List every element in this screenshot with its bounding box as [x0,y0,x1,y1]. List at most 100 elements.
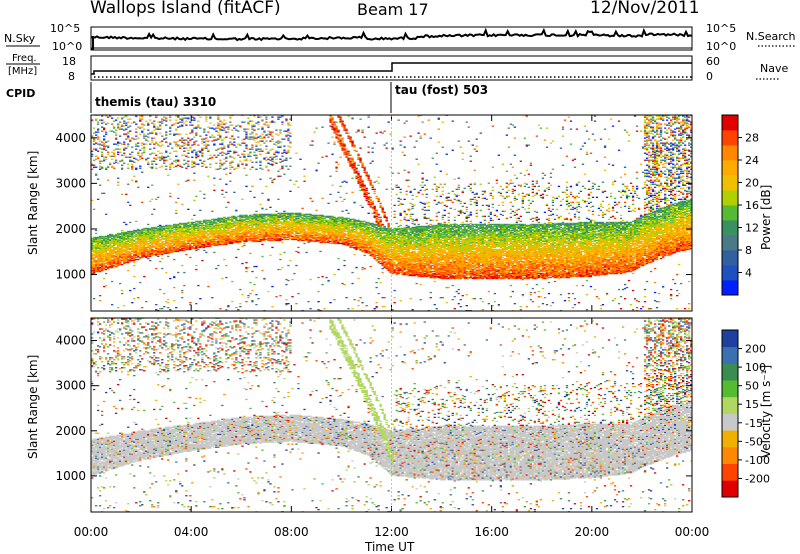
power-cell [249,224,252,227]
power-cell [123,245,126,248]
power-cell [247,123,250,125]
power-cell [307,229,310,232]
power-cell [195,243,198,246]
power-cell [145,231,148,234]
power-cell [199,209,202,211]
power-cell [333,131,336,133]
power-cell [215,219,218,221]
power-cell [295,230,298,233]
power-cell [281,165,284,167]
power-cell [305,213,308,215]
power-cell [129,230,132,233]
power-cell [207,241,210,244]
power-cell [335,217,338,219]
power-cell [349,222,352,225]
power-cell [181,125,184,127]
power-cell [243,237,246,240]
power-cell [203,233,206,236]
power-cell [249,237,252,240]
power-cell [217,244,220,247]
power-cell [115,251,118,254]
power-cell [343,223,346,226]
power-cell [277,198,280,200]
power-cell [167,226,170,229]
power-cell [301,235,304,238]
power-cell [327,235,330,238]
power-cell [225,160,228,162]
power-cell [93,266,96,269]
power-cell [97,251,100,254]
power-cell [241,163,244,165]
power-cell [173,258,176,261]
power-cell [205,227,208,230]
power-cell [245,214,248,216]
power-cell [169,245,172,248]
power-cell [269,216,272,218]
power-cell [191,242,194,245]
power-cell [99,257,102,260]
power-cell [165,134,168,136]
power-cell [215,240,218,243]
power-cell [205,230,208,233]
power-cell [345,218,348,220]
power-cell [223,226,226,229]
power-cell [143,245,146,248]
power-cell [103,268,106,271]
power-cell [255,304,258,306]
power-cell [255,145,258,147]
power-cell [301,222,304,225]
power-cell [169,250,172,253]
power-cell [247,266,250,269]
power-cell [187,234,190,237]
power-cell [121,164,124,166]
power-cell [319,241,322,244]
power-cell [333,121,336,123]
power-cell [159,225,162,228]
power-cell [335,238,338,241]
power-cell [133,231,136,234]
power-cell [207,219,210,221]
power-cell [231,234,234,237]
power-cell [209,117,212,119]
power-cell [233,151,236,153]
power-cell [251,222,254,225]
power-cell [265,232,268,235]
power-cell [113,240,116,243]
power-cell [121,247,124,250]
power-cell [99,250,102,253]
power-cell [159,234,162,237]
power-cell [127,234,130,237]
power-cell [337,257,340,260]
power-cell [277,219,280,221]
power-cell [261,228,264,231]
power-cell [229,223,232,226]
power-cell [329,225,332,228]
power-cell [139,232,142,235]
power-cell [349,218,352,220]
power-cell [203,243,206,246]
power-cell [137,239,140,242]
power-cell [167,232,170,235]
power-cell [107,166,110,168]
power-cell [95,244,98,247]
power-cell [283,225,286,228]
power-cell [207,149,210,151]
power-cell [213,231,216,234]
power-cell [195,134,198,136]
power-cell [265,228,268,231]
power-cell [91,264,94,267]
power-cell [145,240,148,243]
power-cell [259,178,262,180]
power-cell [91,240,94,243]
power-cell [191,235,194,238]
power-cell [249,217,252,219]
power-cell [129,159,132,161]
power-cell [353,166,356,168]
power-cell [277,218,280,220]
power-cell [237,241,240,244]
power-cell [309,220,312,222]
power-cell [347,238,350,241]
power-cell [197,222,200,225]
power-cell [223,228,226,231]
power-cell [277,212,280,214]
